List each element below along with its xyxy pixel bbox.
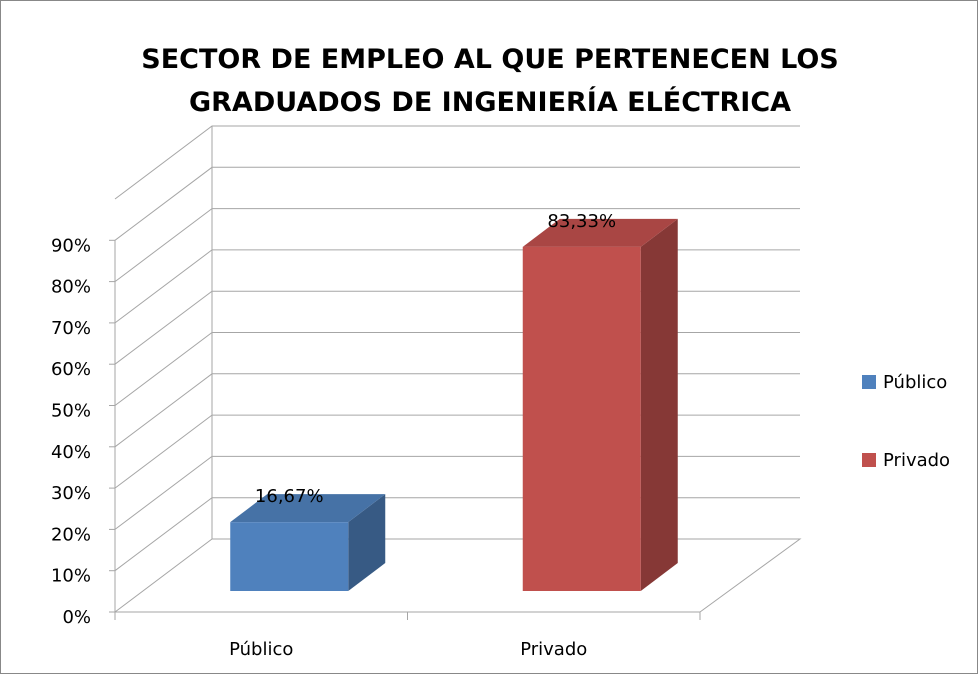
- bar: [522, 246, 641, 591]
- y-tick-label: 70%: [51, 318, 91, 339]
- bar-side: [640, 218, 678, 591]
- legend-swatch: [862, 375, 876, 389]
- data-label: 16,67%: [255, 486, 324, 507]
- y-tick-label: 80%: [51, 277, 91, 298]
- y-tick-label: 30%: [51, 483, 91, 504]
- legend-label: Privado: [883, 450, 950, 471]
- x-tick-label: Público: [229, 639, 293, 660]
- y-tick-label: 90%: [51, 235, 91, 256]
- y-tick-label: 50%: [51, 401, 91, 422]
- y-tick-label: 20%: [51, 524, 91, 545]
- y-tick-label: 10%: [51, 566, 91, 587]
- y-tick-label: 0%: [62, 607, 91, 628]
- chart-title: SECTOR DE EMPLEO AL QUE PERTENECEN LOS G…: [141, 44, 839, 118]
- bar-side: [348, 494, 386, 591]
- data-label: 83,33%: [547, 211, 616, 232]
- legend-label: Público: [883, 372, 947, 393]
- y-tick-label: 40%: [51, 442, 91, 463]
- bar: [230, 522, 349, 591]
- y-tick-label: 60%: [51, 359, 91, 380]
- grid-line: [114, 166, 800, 241]
- x-tick-label: Privado: [520, 639, 587, 660]
- bar-top: [230, 494, 386, 523]
- legend-swatch: [862, 453, 876, 467]
- bar-top: [522, 218, 678, 247]
- grid-line: [114, 208, 800, 282]
